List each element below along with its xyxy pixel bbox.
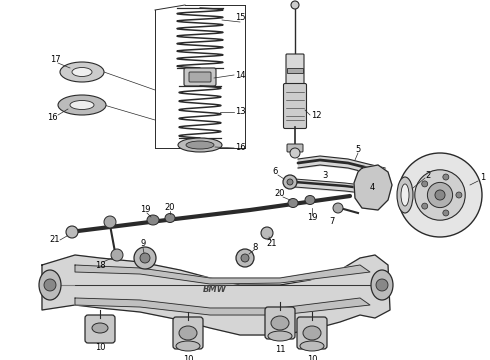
Circle shape [140,253,150,263]
Text: 16: 16 [47,113,57,122]
Text: 19: 19 [307,213,317,222]
Ellipse shape [39,270,61,300]
Text: 15: 15 [235,13,245,22]
Text: 6: 6 [272,167,278,176]
Ellipse shape [371,270,393,300]
Circle shape [422,203,428,209]
Text: 5: 5 [355,145,361,154]
Ellipse shape [305,195,315,204]
Ellipse shape [147,215,159,225]
FancyBboxPatch shape [173,317,203,349]
Text: 8: 8 [252,243,258,252]
Circle shape [290,148,300,158]
Text: 18: 18 [95,261,105,270]
FancyBboxPatch shape [286,54,304,86]
Circle shape [333,203,343,213]
Text: 21: 21 [267,239,277,248]
Ellipse shape [176,341,200,351]
Circle shape [422,181,428,187]
Text: 3: 3 [322,171,328,180]
Circle shape [283,175,297,189]
Circle shape [134,247,156,269]
FancyBboxPatch shape [189,72,211,82]
Text: BMW: BMW [203,285,227,294]
Circle shape [443,174,449,180]
Text: 20: 20 [275,189,285,198]
Circle shape [104,216,116,228]
Ellipse shape [179,326,197,340]
Ellipse shape [60,62,104,82]
Circle shape [398,153,482,237]
Text: 10: 10 [307,356,317,360]
Ellipse shape [271,316,289,330]
Ellipse shape [70,100,94,109]
FancyBboxPatch shape [297,317,327,349]
FancyBboxPatch shape [287,144,303,152]
Ellipse shape [72,68,92,77]
Text: 4: 4 [369,184,375,193]
Text: 21: 21 [50,235,60,244]
FancyBboxPatch shape [265,307,295,339]
Circle shape [66,226,78,238]
Text: 11: 11 [275,346,285,355]
Text: 17: 17 [49,55,60,64]
Bar [287,68,303,73]
Circle shape [427,183,453,208]
Circle shape [44,279,56,291]
Ellipse shape [186,141,214,149]
Polygon shape [75,265,370,284]
FancyBboxPatch shape [184,68,216,86]
Text: 13: 13 [235,108,245,117]
Ellipse shape [397,177,413,213]
Ellipse shape [58,95,106,115]
Text: 19: 19 [140,206,150,215]
Text: 2: 2 [425,171,431,180]
Text: 10: 10 [183,356,193,360]
Polygon shape [75,298,370,315]
Text: 9: 9 [140,239,146,248]
Text: 16: 16 [235,144,245,153]
Ellipse shape [401,184,409,206]
Circle shape [435,190,445,200]
Circle shape [261,227,273,239]
Circle shape [376,279,388,291]
Text: 20: 20 [165,203,175,212]
Text: 7: 7 [329,217,335,226]
Circle shape [456,192,462,198]
Text: 1: 1 [480,174,486,183]
Text: 14: 14 [235,71,245,80]
Circle shape [236,249,254,267]
Ellipse shape [268,331,292,341]
Circle shape [287,179,293,185]
Circle shape [111,249,123,261]
Ellipse shape [288,198,298,207]
Circle shape [443,210,449,216]
Polygon shape [42,255,390,335]
Ellipse shape [165,213,175,222]
Circle shape [241,254,249,262]
Polygon shape [354,165,392,210]
Ellipse shape [303,326,321,340]
Text: 12: 12 [311,111,321,120]
Ellipse shape [178,138,222,152]
Text: 10: 10 [95,342,105,351]
Circle shape [415,170,465,220]
FancyBboxPatch shape [85,315,115,343]
Circle shape [291,1,299,9]
Ellipse shape [300,341,324,351]
Ellipse shape [92,323,108,333]
FancyBboxPatch shape [284,84,307,129]
